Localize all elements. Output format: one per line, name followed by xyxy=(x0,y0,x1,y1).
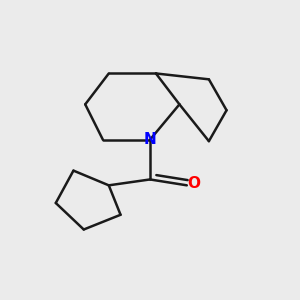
Text: N: N xyxy=(144,132,156,147)
Text: O: O xyxy=(188,176,201,191)
